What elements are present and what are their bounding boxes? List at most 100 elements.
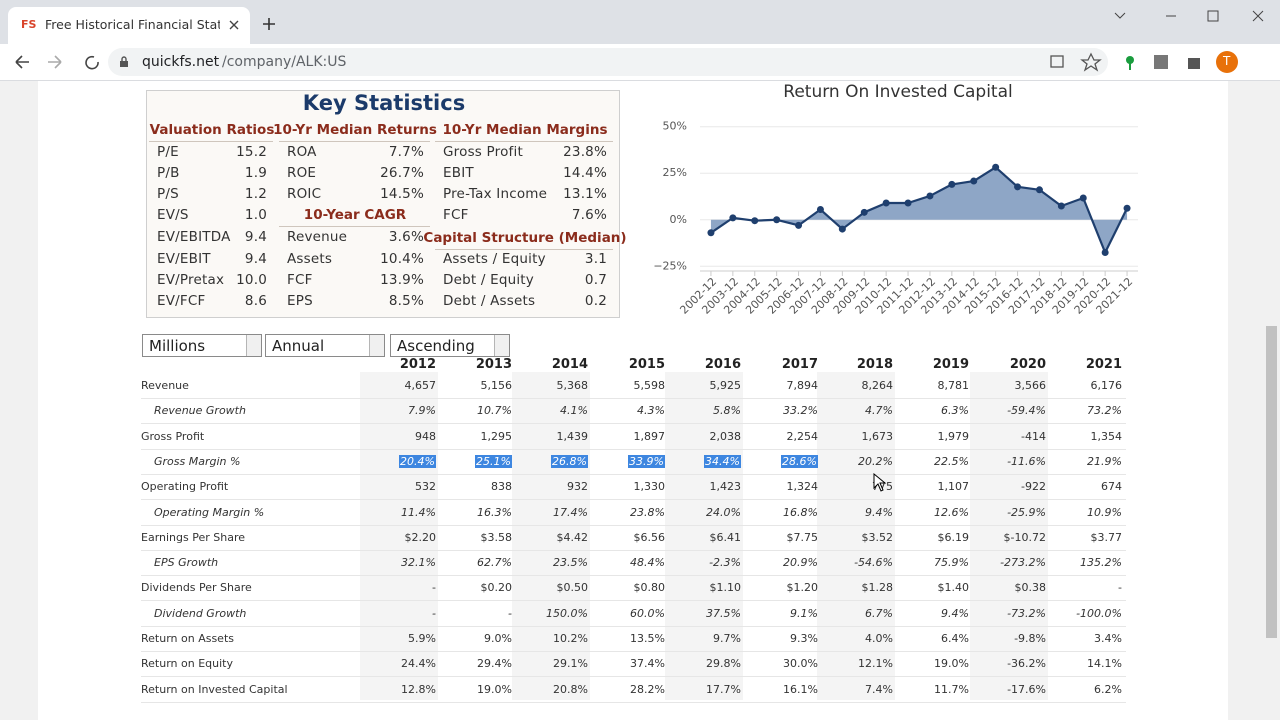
cell-value: $1.40 xyxy=(937,581,970,595)
order-dropdown[interactable]: Ascending xyxy=(390,334,510,357)
browser-tab[interactable]: FS Free Historical Financial Statemen xyxy=(8,7,250,44)
table-cell: -922 xyxy=(972,480,1046,493)
profile-avatar[interactable]: T xyxy=(1216,51,1238,73)
cell-value: $6.19 xyxy=(937,530,970,544)
ks-label: P/E xyxy=(157,144,179,160)
cell-value: 33.2% xyxy=(783,404,818,418)
window-controls[interactable] xyxy=(1110,8,1275,24)
row-label: EPS Growth xyxy=(154,556,219,570)
point xyxy=(816,206,824,214)
ks-value: 15.2 xyxy=(236,144,267,160)
omnibox[interactable]: quickfs.net/company/ALK:US xyxy=(108,48,1108,76)
table-cell: 33.9% xyxy=(591,454,665,468)
toolbar-icons[interactable] xyxy=(1048,52,1218,72)
cell-value: 1,423 xyxy=(709,480,742,494)
cell-value: 10.2% xyxy=(553,632,588,645)
cell-value: $1.10 xyxy=(709,581,742,595)
table-cell: $3.77 xyxy=(1048,531,1123,544)
cell-value: $1.20 xyxy=(786,581,819,595)
table-cell: 29.1% xyxy=(514,657,588,670)
dropdown-arrow xyxy=(494,335,509,356)
scrollbar-thumb[interactable] xyxy=(1266,326,1277,638)
table-cell: $0.20 xyxy=(438,581,513,594)
ks-label: EBIT xyxy=(443,165,474,181)
table-cell: 1,897 xyxy=(591,430,666,443)
cell-value: 24.4% xyxy=(401,657,436,671)
ks-heading: 10-Yr Median Margins xyxy=(442,122,608,138)
table-cell: - xyxy=(1048,581,1122,594)
point xyxy=(838,225,846,233)
table-cell: -100.0% xyxy=(1048,607,1122,620)
cell-value: -54.6% xyxy=(854,556,893,570)
row-separator xyxy=(141,398,1126,399)
table-cell: 3.4% xyxy=(1048,632,1122,645)
table-cell: 10.9% xyxy=(1048,506,1122,519)
cell-value: 20.2% xyxy=(858,454,893,468)
table-cell: 3,566 xyxy=(972,379,1047,392)
cell-value: 10.9% xyxy=(1087,505,1122,519)
table-cell: 32.1% xyxy=(362,556,436,569)
ks-value: 8.5% xyxy=(388,293,424,309)
cell-value: 28.6% xyxy=(781,454,818,468)
key-statistics-panel: Key Statistics Valuation Ratios P/E 15.2 P/… xyxy=(146,90,627,318)
table-cell: 19.0% xyxy=(895,657,969,670)
cell-value: 48.4% xyxy=(630,556,665,570)
cell-value: $1.28 xyxy=(861,581,894,595)
row-separator xyxy=(141,600,1126,602)
table-cell: - xyxy=(362,607,436,620)
cell-value: 75.9% xyxy=(934,556,969,570)
table-cell: 1,354 xyxy=(1048,430,1123,443)
cell-value: 17.4% xyxy=(553,505,588,519)
ks-divider xyxy=(149,141,273,142)
ks-label: Gross Profit xyxy=(443,144,523,160)
units-dropdown[interactable]: Millions xyxy=(142,334,262,357)
cell-value: $7.75 xyxy=(786,530,819,544)
nav-buttons[interactable] xyxy=(14,53,104,71)
cell-value: $6.56 xyxy=(633,530,666,544)
table-cell: 4.3% xyxy=(591,404,665,417)
tab-bar: FS Free Historical Financial Statemen xyxy=(0,0,1280,44)
table-cell: 16.8% xyxy=(744,506,818,519)
cell-value: 1,107 xyxy=(937,480,970,494)
ks-label: P/B xyxy=(157,165,180,181)
cell-value: 8,781 xyxy=(937,379,970,392)
new-tab[interactable] xyxy=(262,17,276,31)
tab-close[interactable] xyxy=(228,19,240,31)
cell-value: 838 xyxy=(491,480,512,494)
cell-value: $4.42 xyxy=(556,530,589,544)
period-dropdown[interactable]: Annual xyxy=(265,334,385,357)
tab-title: Free Historical Financial Statemen xyxy=(45,17,220,32)
table-cell: $3.52 xyxy=(819,531,894,544)
cell-value: $3.58 xyxy=(480,530,513,544)
cell-value: 19.0% xyxy=(934,657,969,671)
cell-value: 1,295 xyxy=(480,429,513,443)
table-cell: 7.4% xyxy=(819,683,893,696)
cell-value: $6.41 xyxy=(709,530,742,544)
cell-value: 20.4% xyxy=(399,454,436,468)
ks-value: 9.4 xyxy=(244,251,267,267)
cell-value: 9.3% xyxy=(790,632,818,645)
cell-value: 33.9% xyxy=(628,454,665,468)
ks-heading: Valuation Ratios xyxy=(149,122,275,138)
table-cell: 5,368 xyxy=(514,379,589,392)
cell-value: 9.4% xyxy=(865,505,893,519)
cell-value: 1,673 xyxy=(861,429,894,443)
ks-value: 26.7% xyxy=(380,165,424,181)
row-label: Operating Profit xyxy=(141,480,229,494)
table-cell: 33.2% xyxy=(744,404,818,417)
table-cell: 4,657 xyxy=(362,379,437,392)
table-cell: 5.9% xyxy=(362,632,436,645)
cell-value: 3.4% xyxy=(1094,632,1122,645)
table-cell: 75.9% xyxy=(895,556,969,569)
cell-value: 5,156 xyxy=(480,379,513,392)
ks-value: 13.1% xyxy=(563,186,607,202)
cell-value: -273.2% xyxy=(1000,556,1046,570)
column-header: 2016 xyxy=(704,357,741,372)
ks-value: 13.9% xyxy=(380,272,424,288)
row-separator xyxy=(141,549,1126,551)
table-cell: -17.6% xyxy=(972,683,1046,696)
ks-divider xyxy=(435,249,613,250)
ks-value: 3.6% xyxy=(388,229,424,245)
ks-value: 8.6 xyxy=(244,293,267,309)
ks-value: 3.1 xyxy=(584,251,607,267)
